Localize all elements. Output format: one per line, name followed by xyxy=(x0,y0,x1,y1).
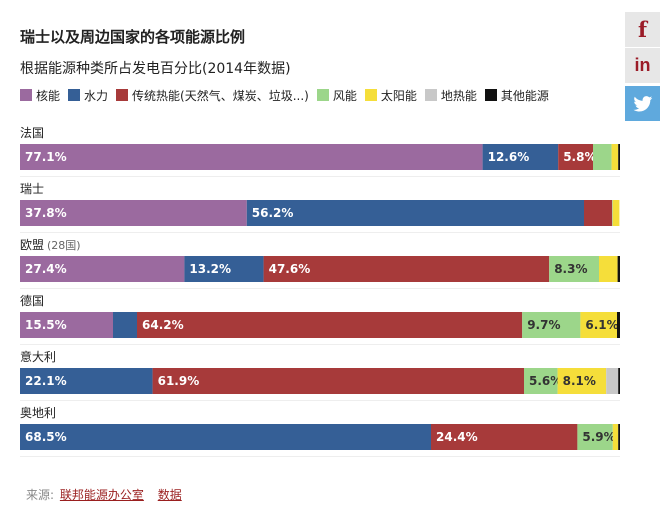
data-label: 68.5% xyxy=(25,430,67,444)
source-prefix: 来源: xyxy=(26,488,55,502)
legend-swatch xyxy=(484,89,497,101)
category-label: 欧盟 (28国) xyxy=(20,238,81,252)
legend-swatch xyxy=(68,89,81,101)
bar-segment xyxy=(558,144,593,170)
data-label: 15.5% xyxy=(25,318,67,332)
legend-swatch xyxy=(424,89,437,101)
bar-segment xyxy=(557,368,607,394)
category-label: 奥地利 xyxy=(20,406,56,420)
data-label: 24.4% xyxy=(436,430,478,444)
legend-item-other: 其他能源 xyxy=(484,87,549,104)
bar-segment xyxy=(580,312,617,338)
bar-segment xyxy=(611,144,619,170)
legend: 核能 水力 传统热能(天然气、煤炭、垃圾...) 风能 太阳能 地热能 其他能源 xyxy=(20,87,557,103)
source-line: 来源: 联邦能源办公室 数据 xyxy=(26,486,182,503)
data-label: 27.4% xyxy=(25,262,67,276)
data-label: 61.9% xyxy=(158,374,200,388)
legend-item-hydro: 水力 xyxy=(68,87,108,104)
bar-segment xyxy=(549,256,599,282)
data-label: 77.1% xyxy=(25,150,67,164)
bar-segment xyxy=(524,368,558,394)
legend-label: 核能 xyxy=(36,88,61,103)
bar-segment xyxy=(20,312,113,338)
chart-subtitle: 根据能源种类所占发电百分比(2014年数据) xyxy=(20,61,291,77)
data-label: 6.1% xyxy=(585,318,618,332)
twitter-icon xyxy=(632,95,652,112)
data-label: 5.9% xyxy=(582,430,615,444)
bar-segment xyxy=(137,312,523,338)
legend-item-nuclear: 核能 xyxy=(20,87,60,104)
bar-segment xyxy=(606,368,619,394)
bar-segment xyxy=(617,312,620,338)
bar-segment xyxy=(612,200,620,226)
bar-segment xyxy=(184,256,264,282)
source-link-data[interactable]: 数据 xyxy=(157,488,182,502)
category-label: 德国 xyxy=(20,293,44,308)
chart-title: 瑞士以及周边国家的各项能源比例 xyxy=(20,28,246,46)
bar-segment xyxy=(618,368,620,394)
category-label: 意大利 xyxy=(20,349,56,364)
bar-segment xyxy=(20,144,483,170)
data-label: 8.1% xyxy=(563,374,596,388)
bar-segment xyxy=(599,256,618,282)
bar-segment xyxy=(263,256,550,282)
legend-label: 传统热能(天然气、煤炭、垃圾...) xyxy=(132,88,309,103)
bar-segment xyxy=(618,424,620,450)
bar-segment xyxy=(618,144,620,170)
legend-item-solar: 太阳能 xyxy=(364,87,417,104)
bar-segment xyxy=(612,200,613,226)
bar-segment xyxy=(152,368,524,394)
linkedin-icon: in xyxy=(634,55,651,75)
legend-label: 太阳能 xyxy=(380,88,417,103)
facebook-share-button[interactable]: f xyxy=(625,12,660,47)
bar-segment xyxy=(577,424,613,450)
data-label: 12.6% xyxy=(488,150,530,164)
stacked-bar-chart: 法国 77.1% 12.6% 5.8% 瑞士 37.8% 56.2% 欧盟 (28国) 27.4%… xyxy=(20,126,620,457)
data-label: 9.7% xyxy=(527,318,560,332)
twitter-share-button[interactable] xyxy=(625,86,660,121)
data-label: 37.8% xyxy=(25,206,67,220)
legend-swatch xyxy=(316,89,329,101)
bar-segment xyxy=(20,368,153,394)
legend-swatch xyxy=(116,89,129,101)
bar-segment xyxy=(20,200,247,226)
bar-segment xyxy=(20,256,185,282)
data-label: 5.8% xyxy=(563,150,596,164)
bar-segment xyxy=(593,144,612,170)
bar-segment xyxy=(482,144,559,170)
data-label: 13.2% xyxy=(189,262,231,276)
legend-label: 风能 xyxy=(332,88,357,103)
bar-segment xyxy=(431,424,578,450)
source-link-energy-office[interactable]: 联邦能源办公室 xyxy=(59,488,144,502)
linkedin-share-button[interactable]: in xyxy=(625,48,660,83)
legend-item-geothermal: 地热能 xyxy=(424,87,477,104)
legend-label: 其他能源 xyxy=(500,88,549,103)
category-label: 瑞士 xyxy=(20,182,44,196)
bar-segment xyxy=(246,200,585,226)
bar-segment xyxy=(20,424,431,450)
bar-segment xyxy=(113,312,137,338)
data-label: 8.3% xyxy=(554,262,587,276)
bar-segment xyxy=(617,256,620,282)
data-label: 22.1% xyxy=(25,374,67,388)
legend-item-thermal: 传统热能(天然气、煤炭、垃圾...) xyxy=(116,87,309,104)
data-label: 5.6% xyxy=(529,374,562,388)
data-label: 56.2% xyxy=(252,206,294,220)
legend-label: 地热能 xyxy=(440,88,477,103)
legend-swatch xyxy=(364,89,377,101)
legend-label: 水力 xyxy=(84,88,109,103)
bar-segment xyxy=(612,424,619,450)
category-suffix: (28国) xyxy=(47,239,81,252)
data-label: 47.6% xyxy=(269,262,311,276)
legend-item-wind: 风能 xyxy=(316,87,357,104)
data-label: 64.2% xyxy=(142,318,184,332)
legend-swatch xyxy=(20,89,32,101)
category-label: 法国 xyxy=(20,126,44,140)
facebook-icon: f xyxy=(637,17,648,42)
bar-segment xyxy=(522,312,581,338)
bar-segment xyxy=(584,200,613,226)
